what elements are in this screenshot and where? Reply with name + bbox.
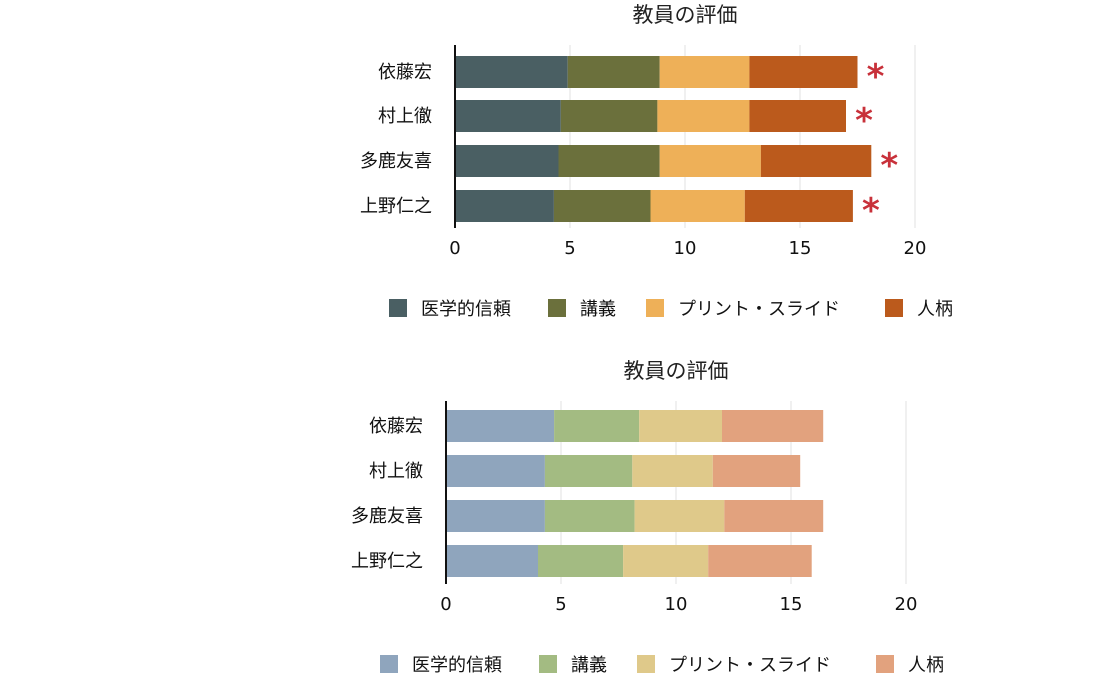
x-tick-label: 5 <box>564 238 575 259</box>
category-label: 上野仁之 <box>360 196 432 217</box>
bar-segment <box>712 455 801 487</box>
significance-annotation: * <box>867 57 885 97</box>
category-label: 多鹿友喜 <box>360 151 432 172</box>
legend-label: 医学的信頼 <box>412 655 502 676</box>
legend-label: 講義 <box>580 299 616 320</box>
bar-segment <box>455 145 559 177</box>
legend-label: 人柄 <box>908 655 944 676</box>
bar-segment <box>650 190 745 222</box>
bar-segment <box>455 190 554 222</box>
bar-segment <box>567 56 660 88</box>
bar-segment <box>446 500 545 532</box>
category-label: 多鹿友喜 <box>351 506 423 527</box>
x-tick-label: 20 <box>904 238 927 259</box>
bar-segment <box>446 455 545 487</box>
legend-label: 人柄 <box>917 299 953 320</box>
legend-swatch <box>646 299 664 317</box>
bar-segment <box>722 410 824 442</box>
category-label: 上野仁之 <box>351 551 423 572</box>
bar-segment <box>639 410 722 442</box>
bar-segment <box>632 455 713 487</box>
bar-segment <box>623 545 709 577</box>
legend-label: 医学的信頼 <box>421 299 511 320</box>
bar-segment <box>744 190 853 222</box>
category-label: 依藤宏 <box>369 416 423 437</box>
bar-segment <box>659 56 750 88</box>
bar-segment <box>553 190 651 222</box>
x-tick-label: 15 <box>789 238 812 259</box>
x-tick-label: 15 <box>780 594 803 615</box>
bar-segment <box>554 410 640 442</box>
legend-label: プリント・スライド <box>669 655 831 676</box>
legend-label: 講義 <box>571 655 607 676</box>
legend-swatch <box>637 655 655 673</box>
legend-label: プリント・スライド <box>678 299 840 320</box>
x-tick-label: 5 <box>555 594 566 615</box>
chart-title: 教員の評価 <box>633 3 738 27</box>
category-label: 村上徹 <box>378 106 432 127</box>
bar-segment <box>538 545 624 577</box>
chart-title: 教員の評価 <box>624 359 729 383</box>
bar-segment <box>749 100 846 132</box>
significance-annotation: * <box>880 146 898 186</box>
legend-swatch <box>885 299 903 317</box>
x-tick-label: 0 <box>440 594 451 615</box>
bar-segment <box>446 545 538 577</box>
bar-segment <box>657 100 750 132</box>
bar-segment <box>708 545 812 577</box>
category-label: 村上徹 <box>369 461 423 482</box>
bar-segment <box>446 410 555 442</box>
x-tick-label: 20 <box>895 594 918 615</box>
bar-segment <box>544 500 635 532</box>
x-tick-label: 10 <box>665 594 688 615</box>
legend-swatch <box>548 299 566 317</box>
legend-swatch <box>389 299 407 317</box>
bar-segment <box>749 56 858 88</box>
bar-segment <box>634 500 725 532</box>
legend-swatch <box>380 655 398 673</box>
significance-annotation: * <box>855 101 873 141</box>
significance-annotation: * <box>862 191 880 231</box>
bar-segment <box>544 455 633 487</box>
bar-segment <box>455 100 561 132</box>
bar-segment <box>659 145 761 177</box>
bar-segment <box>558 145 660 177</box>
category-label: 依藤宏 <box>378 62 432 83</box>
legend-swatch <box>539 655 557 673</box>
bar-segment <box>760 145 872 177</box>
bar-segment <box>724 500 824 532</box>
x-tick-label: 10 <box>674 238 697 259</box>
x-tick-label: 0 <box>449 238 460 259</box>
legend-swatch <box>876 655 894 673</box>
bar-segment <box>455 56 568 88</box>
bar-segment <box>560 100 658 132</box>
